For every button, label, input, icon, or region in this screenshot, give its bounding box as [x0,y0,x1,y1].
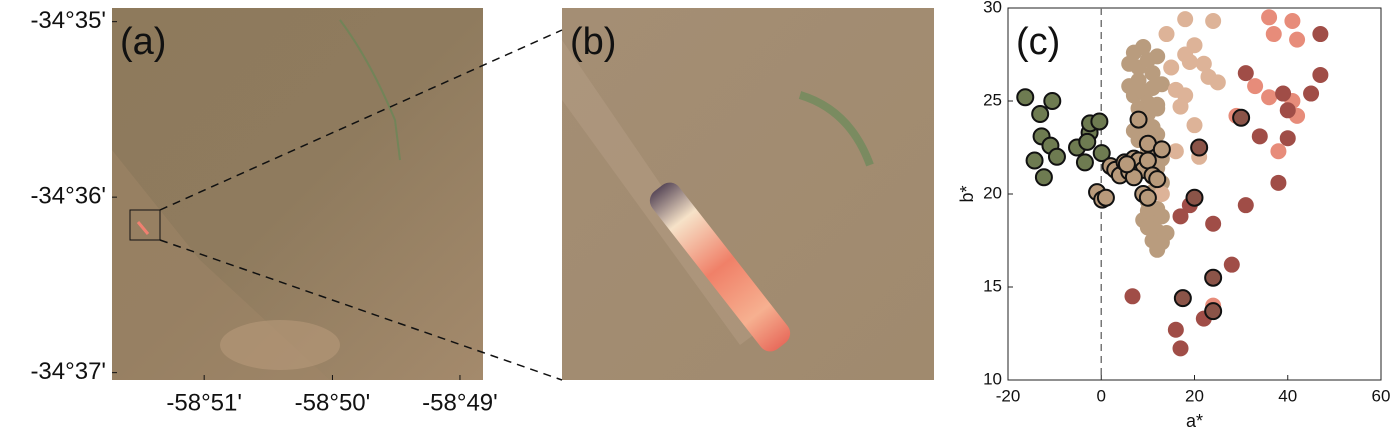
x-tick-label: -58°50' [295,389,371,416]
x-tick-label: 40 [1278,386,1297,405]
point [1270,143,1287,160]
point [1181,53,1198,70]
x-tick-label: 60 [1372,386,1391,405]
point [1167,321,1184,338]
point [1265,26,1282,43]
point [1153,186,1170,202]
point [1043,92,1062,110]
point [1284,13,1301,30]
y-tick-label: 20 [983,183,1002,202]
y-tick-label: -34°37' [30,358,106,385]
point [1149,48,1166,65]
point [1247,78,1264,95]
x-tick-label: -58°49' [422,389,498,416]
point [1075,153,1094,172]
y-tick-label: -34°35' [30,7,106,34]
x-tick-label: 20 [1185,386,1204,405]
point [1186,117,1203,134]
panel-label: (c) [1016,21,1060,63]
y-tick-label: 30 [983,0,1002,16]
point [1148,170,1167,189]
panel-label: (b) [570,21,616,63]
point [1167,81,1184,98]
y-tick-label: 10 [983,369,1002,388]
y-tick-label: -34°36' [30,182,106,209]
point [1034,168,1053,187]
point [1139,202,1156,219]
point [1078,132,1097,151]
x-tick-label: 0 [1097,386,1106,405]
point [1251,128,1268,145]
point [1138,151,1157,170]
x-tick-label: -20 [996,386,1021,405]
point [1153,234,1170,251]
point [1275,85,1292,102]
point [1289,31,1306,48]
point [1031,105,1050,124]
point [1205,215,1222,232]
point [1092,144,1111,163]
point [1144,65,1161,82]
point [1173,289,1192,308]
point [1139,219,1156,236]
point [1172,208,1189,225]
point [1163,59,1180,76]
point [1204,268,1223,287]
y-tick-label: 15 [983,276,1002,295]
point [1153,76,1170,93]
panel-label: (a) [120,21,166,63]
point [1303,85,1320,102]
point [1025,151,1044,170]
point [1312,66,1329,83]
point [1172,98,1189,115]
point [1223,256,1240,273]
point [1279,102,1296,119]
y-tick-label: 25 [983,90,1002,109]
point [1047,147,1066,166]
point [1090,112,1109,131]
point [1270,174,1287,191]
point [1261,9,1278,26]
point [1204,302,1223,321]
point [1117,155,1136,174]
point [1237,65,1254,82]
x-tick-label: -58°51' [166,389,242,416]
y-axis-label: b* [957,185,977,202]
point [1129,110,1148,129]
point [1261,89,1278,106]
point [1152,140,1171,159]
point [1096,188,1115,207]
point [1135,39,1152,56]
point [1149,96,1166,113]
x-axis-label: a* [1186,411,1203,431]
panel-a-image [112,8,483,380]
panel-b-image [562,8,934,380]
point [1016,88,1035,107]
point [1237,197,1254,214]
point [1172,340,1189,357]
point [1279,130,1296,147]
zoom-lines [159,29,563,381]
point [1312,26,1329,43]
point [1167,143,1184,160]
point [1205,13,1222,30]
point [1177,11,1194,28]
point [1195,55,1212,72]
point [1138,188,1157,207]
point [1232,108,1251,127]
point [1124,288,1141,305]
point [1190,138,1209,157]
point [1209,74,1226,91]
point [1185,188,1204,207]
point [1158,26,1175,43]
